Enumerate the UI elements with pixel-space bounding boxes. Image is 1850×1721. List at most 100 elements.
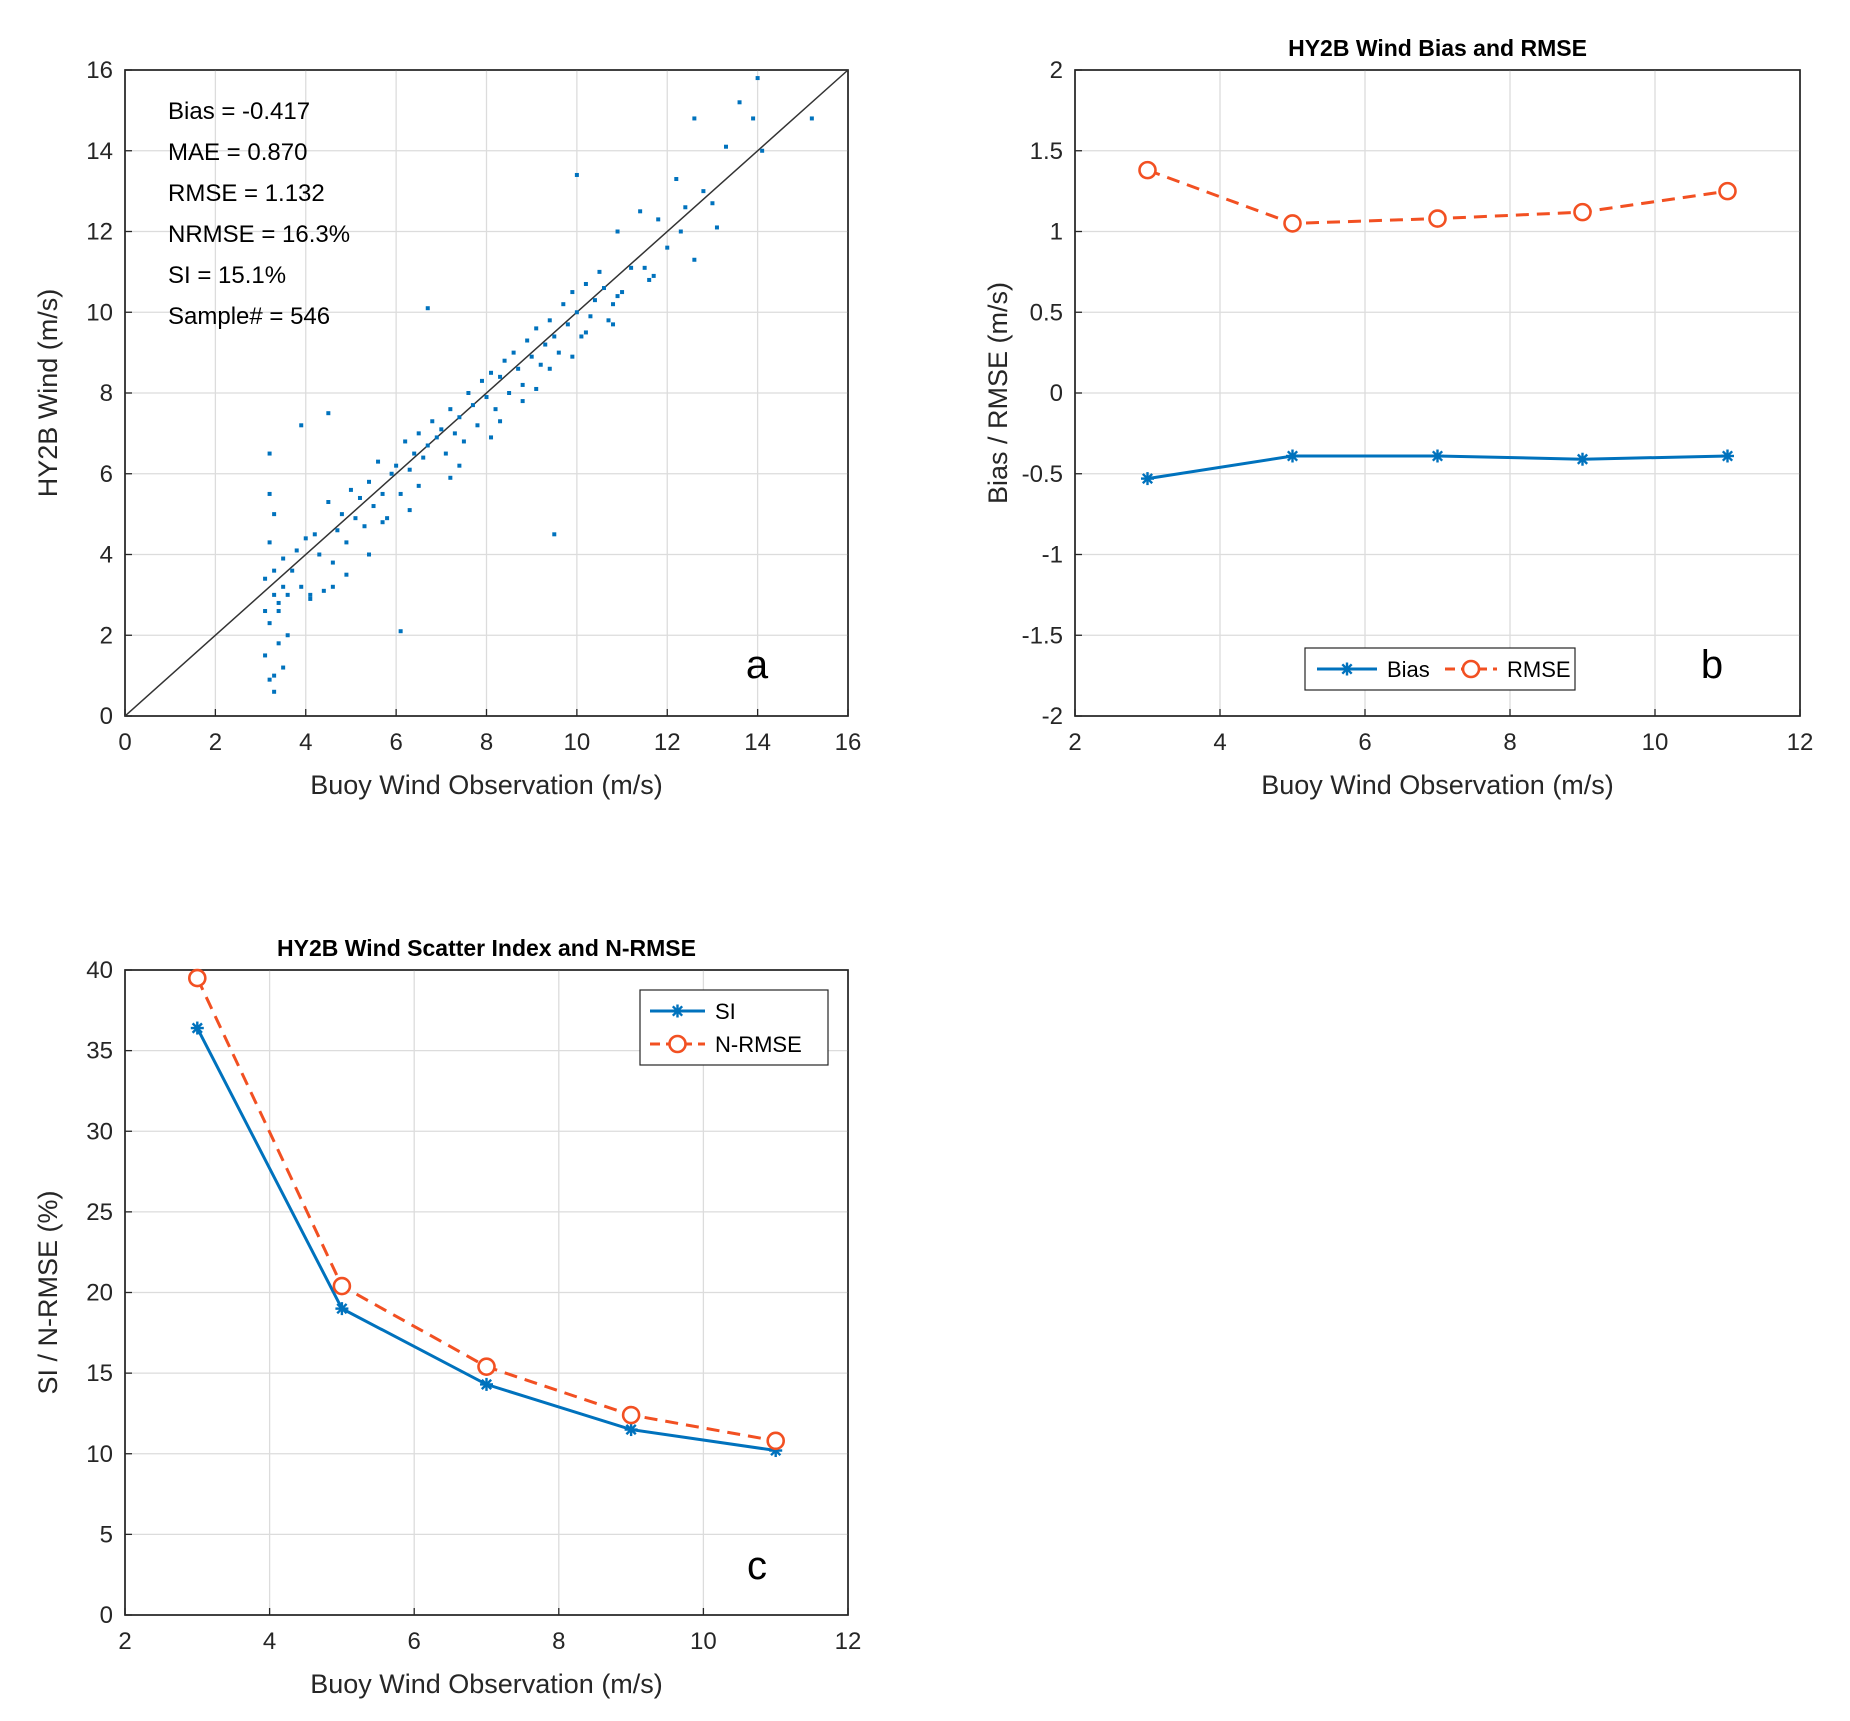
x-tick-label: 14 (744, 729, 771, 756)
scatter-point (376, 459, 381, 464)
x-tick-label: 16 (835, 729, 862, 756)
x-tick-label: 6 (1358, 729, 1371, 756)
scatter-point (344, 540, 349, 545)
scatter-point (516, 366, 521, 371)
scatter-point (272, 689, 277, 694)
scatter-point (267, 677, 272, 682)
scatter-point (565, 322, 570, 327)
y-tick-label: 35 (86, 1038, 113, 1065)
y-axis-label: Bias / RMSE (m/s) (983, 282, 1013, 504)
point-rmse (1428, 209, 1447, 228)
scatter-point (339, 512, 344, 517)
scatter-point (321, 588, 326, 593)
scatter-point (615, 229, 620, 234)
scatter-point (498, 374, 503, 379)
scatter-point (389, 471, 394, 476)
scatter-point (330, 584, 335, 589)
scatter-point (267, 621, 272, 626)
chart-panel-b: 2 4 6 8 10 12 -2 -1.5 -1 -0.5 0 0.5 1 1.5 2 Buoy Wind O… (983, 35, 1813, 800)
point-n-rmse (332, 1276, 352, 1296)
scatter-point (574, 310, 579, 315)
scatter-point (348, 487, 353, 492)
stat-annotation: NRMSE = 16.3% (168, 221, 350, 248)
scatter-point (281, 584, 286, 589)
scatter-point (475, 423, 480, 428)
scatter-point (276, 609, 281, 614)
stat-annotation: RMSE = 1.132 (168, 180, 325, 207)
x-tick-label: 6 (389, 729, 402, 756)
scatter-point (692, 116, 697, 121)
scatter-point (416, 483, 421, 488)
scatter-point (335, 528, 340, 533)
scatter-point (443, 451, 448, 456)
x-tick-label: 8 (552, 1628, 565, 1655)
scatter-point (267, 540, 272, 545)
scatter-point (290, 568, 295, 573)
scatter-point (534, 326, 539, 331)
y-tick-label: 20 (86, 1280, 113, 1307)
point-n-rmse (766, 1431, 786, 1451)
scatter-point (421, 455, 426, 460)
y-axis-label: SI / N-RMSE (%) (33, 1190, 63, 1394)
scatter-point (638, 209, 643, 214)
x-axis-label: Buoy Wind Observation (m/s) (310, 770, 663, 800)
scatter-point (385, 516, 390, 521)
scatter-point (367, 479, 372, 484)
y-tick-label: 12 (86, 219, 113, 246)
scatter-point (425, 306, 430, 311)
scatter-point (448, 407, 453, 412)
scatter-point (597, 269, 602, 274)
point-bias (1141, 472, 1154, 486)
scatter-point (520, 382, 525, 387)
scatter-point (556, 350, 561, 355)
scatter-point (448, 475, 453, 480)
scatter-point (723, 144, 728, 149)
point-n-rmse (188, 968, 207, 988)
y-tick-label: 14 (86, 138, 113, 165)
scatter-point (326, 500, 331, 505)
scatter-point (457, 415, 462, 420)
point-rmse (1283, 214, 1302, 233)
legend-marker (668, 1034, 687, 1054)
legend: Bias RMSE (1304, 647, 1576, 691)
point-bias (1576, 452, 1589, 466)
panel-label: a (746, 643, 769, 687)
scatter-point (272, 592, 277, 597)
x-tick-label: 2 (1068, 729, 1081, 756)
legend-marker (671, 1004, 684, 1018)
y-tick-label: 2 (1050, 57, 1063, 84)
x-tick-label: 2 (209, 729, 222, 756)
scatter-point (547, 366, 552, 371)
scatter-point (276, 641, 281, 646)
y-tick-label: -2 (1042, 703, 1063, 730)
scatter-point (294, 548, 299, 553)
scatter-point (583, 330, 588, 335)
scatter-point (525, 338, 530, 343)
scatter-point (461, 439, 466, 444)
y-tick-label: 10 (86, 299, 113, 326)
legend-label: Bias (1387, 657, 1430, 682)
y-tick-label: 40 (86, 957, 113, 984)
scatter-point (606, 318, 611, 323)
scatter-point (611, 302, 616, 307)
scatter-point (263, 576, 268, 581)
scatter-point (470, 403, 475, 408)
y-tick-label: 10 (86, 1441, 113, 1468)
scatter-point (303, 536, 308, 541)
legend-box (639, 989, 829, 1066)
x-tick-label: 6 (408, 1628, 421, 1655)
chart-title: HY2B Wind Bias and RMSE (1288, 35, 1587, 61)
scatter-point (452, 431, 457, 436)
scatter-point (272, 568, 277, 573)
point-rmse (1138, 160, 1157, 180)
scatter-point (538, 362, 543, 367)
scatter-point (362, 524, 367, 529)
y-tick-label: 1.5 (1030, 138, 1063, 165)
scatter-point (507, 391, 512, 395)
y-tick-label: 6 (100, 461, 113, 488)
point-rmse (1573, 202, 1592, 222)
scatter-point (357, 495, 362, 500)
scatter-point (498, 419, 503, 424)
scatter-point (317, 552, 322, 557)
